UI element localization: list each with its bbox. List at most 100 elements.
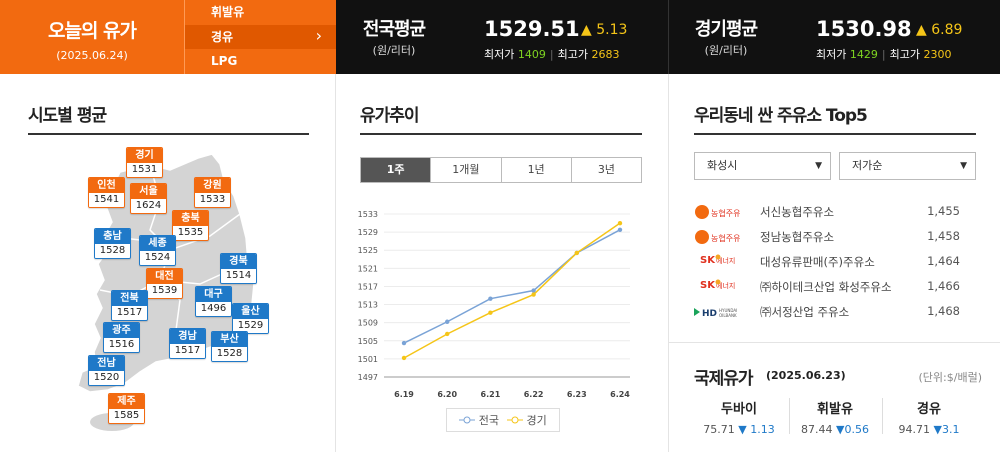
intl-oil-title: 국제유가 <box>694 369 754 389</box>
oil-value: 87.44 <box>801 423 833 436</box>
region-price: 1517 <box>112 306 147 320</box>
region-name: 서울 <box>131 184 166 199</box>
svg-text:SK: SK <box>700 280 716 291</box>
section-underline <box>694 133 976 135</box>
region-name: 강원 <box>195 178 230 193</box>
station-item[interactable]: 농협주유소 정남농협주유소 1,458 <box>694 225 964 250</box>
region-price: 1496 <box>196 302 231 316</box>
oil-value: 94.71 <box>898 423 931 436</box>
divider <box>789 398 790 434</box>
sk-logo-icon: SK 에너지 <box>700 279 735 291</box>
svg-text:에너지: 에너지 <box>716 256 735 265</box>
region-select[interactable]: 화성시 ▼ <box>694 152 831 180</box>
region-badge[interactable]: 충북 1535 <box>172 210 209 241</box>
gyeonggi-average: 경기평균 (원/리터) 1530.98 ▲ 6.89 최저가 1429 | 최고가 … <box>668 0 1000 74</box>
svg-text:농협주유소: 농협주유소 <box>711 233 740 243</box>
y-tick-label: 1525 <box>358 246 378 255</box>
top-bar: 오늘의 유가 (2025.06.24) 휘발유 경유 › LPG 전국평균 (원/… <box>0 0 1000 74</box>
sort-select-value: 저가순 <box>852 159 883 172</box>
top5-title: 우리동네 싼 주유소 Top5 <box>694 106 868 126</box>
region-badge[interactable]: 대구 1496 <box>195 286 232 317</box>
region-badge[interactable]: 전북 1517 <box>111 290 148 321</box>
region-name: 인천 <box>89 178 124 193</box>
min-label: 최저가 <box>484 48 515 61</box>
national-average-title: 전국평균 <box>362 19 426 40</box>
y-tick-label: 1517 <box>358 282 378 291</box>
y-tick-label: 1505 <box>358 337 378 346</box>
region-price: 1531 <box>127 163 162 177</box>
station-item[interactable]: SK 에너지 대성유류판매(주)주유소 1,464 <box>694 250 964 275</box>
data-point <box>488 296 493 301</box>
oil-change: ▼ 1.13 <box>738 423 775 436</box>
region-badge[interactable]: 울산 1529 <box>232 303 269 334</box>
gyeonggi-min-max: 최저가 1429 | 최고가 2300 <box>816 48 952 61</box>
section-underline <box>360 133 642 135</box>
region-badge[interactable]: 광주 1516 <box>103 322 140 353</box>
tab-1-week[interactable]: 1주 <box>361 158 431 182</box>
section-divider <box>668 342 1000 343</box>
intl-diesel: 경유 94.71 ▼3.1 <box>884 398 974 436</box>
legend-item-national[interactable]: 전국 <box>459 412 499 428</box>
fuel-tab-gasoline[interactable]: 휘발유 <box>185 0 336 25</box>
region-name: 충남 <box>95 229 130 244</box>
y-tick-label: 1501 <box>358 355 378 364</box>
region-name: 울산 <box>233 304 268 319</box>
data-point <box>617 220 623 226</box>
svg-text:농협주유소: 농협주유소 <box>711 208 740 218</box>
station-item[interactable]: HD HYUNDAI OILBANK ㈜서정산업 주유소 1,468 <box>694 300 964 325</box>
intl-oil-unit: (단위:$/배럴) <box>918 371 982 384</box>
series-line <box>403 229 621 344</box>
region-badge[interactable]: 세종 1524 <box>139 235 176 266</box>
national-average: 전국평균 (원/리터) 1529.51 ▲ 5.13 최저가 1409 | 최고가 … <box>336 0 668 74</box>
chart-legend: 전국 경기 <box>446 408 560 432</box>
region-name: 대전 <box>147 269 182 284</box>
sort-select[interactable]: 저가순 ▼ <box>839 152 976 180</box>
region-badge[interactable]: 대전 1539 <box>146 268 183 299</box>
today-price-box: 오늘의 유가 (2025.06.24) <box>0 0 184 74</box>
station-item[interactable]: 농협주유소 서신농협주유소 1,455 <box>694 200 964 225</box>
region-price: 1528 <box>212 347 247 361</box>
region-name: 경기 <box>127 148 162 163</box>
region-price: 1517 <box>170 344 205 358</box>
region-badge[interactable]: 인천 1541 <box>88 177 125 208</box>
oil-name: 두바이 <box>721 402 757 417</box>
nh-logo-icon: 농협주유소 <box>695 230 740 244</box>
fuel-tabs: 휘발유 경유 › LPG <box>184 0 336 74</box>
tab-1-year[interactable]: 1년 <box>500 158 571 182</box>
tab-3-year[interactable]: 3년 <box>570 158 641 182</box>
region-badge[interactable]: 제주 1585 <box>108 393 145 424</box>
svg-text:HYUNDAI: HYUNDAI <box>719 308 737 313</box>
region-badge[interactable]: 부산 1528 <box>211 331 248 362</box>
legend-item-gyeonggi[interactable]: 경기 <box>507 412 547 428</box>
region-badge[interactable]: 경남 1517 <box>169 328 206 359</box>
y-tick-label: 1509 <box>358 319 378 328</box>
oil-value: 75.71 <box>703 423 735 436</box>
region-price: 1516 <box>104 338 139 352</box>
region-badge[interactable]: 강원 1533 <box>194 177 231 208</box>
min-value: 1429 <box>849 48 878 61</box>
region-badge[interactable]: 전남 1520 <box>88 355 125 386</box>
region-price: 1535 <box>173 226 208 240</box>
fuel-tab-label: LPG <box>211 54 238 69</box>
region-price: 1585 <box>109 409 144 423</box>
region-badge[interactable]: 서울 1624 <box>130 183 167 214</box>
tab-1-month[interactable]: 1개월 <box>430 158 501 182</box>
region-badge[interactable]: 경북 1514 <box>220 253 257 284</box>
fuel-tab-diesel[interactable]: 경유 › <box>185 24 336 50</box>
fuel-tab-lpg[interactable]: LPG <box>185 49 336 74</box>
station-price: 1,468 <box>927 304 960 318</box>
station-item[interactable]: SK 에너지 ㈜하이테크산업 화성주유소 1,466 <box>694 275 964 300</box>
region-badge[interactable]: 경기 1531 <box>126 147 163 178</box>
station-price: 1,455 <box>927 204 960 218</box>
region-badge[interactable]: 충남 1528 <box>94 228 131 259</box>
section-underline <box>28 133 309 135</box>
svg-text:SK: SK <box>700 255 716 266</box>
station-name: 서신농협주유소 <box>760 205 835 219</box>
region-name: 세종 <box>140 236 175 251</box>
korea-map <box>77 153 255 431</box>
y-tick-label: 1533 <box>358 210 378 219</box>
x-tick-label: 6.20 <box>437 390 457 399</box>
national-average-unit: (원/리터) <box>372 44 416 57</box>
region-name: 제주 <box>109 394 144 409</box>
intl-oil-date: (2025.06.23) <box>766 369 846 382</box>
